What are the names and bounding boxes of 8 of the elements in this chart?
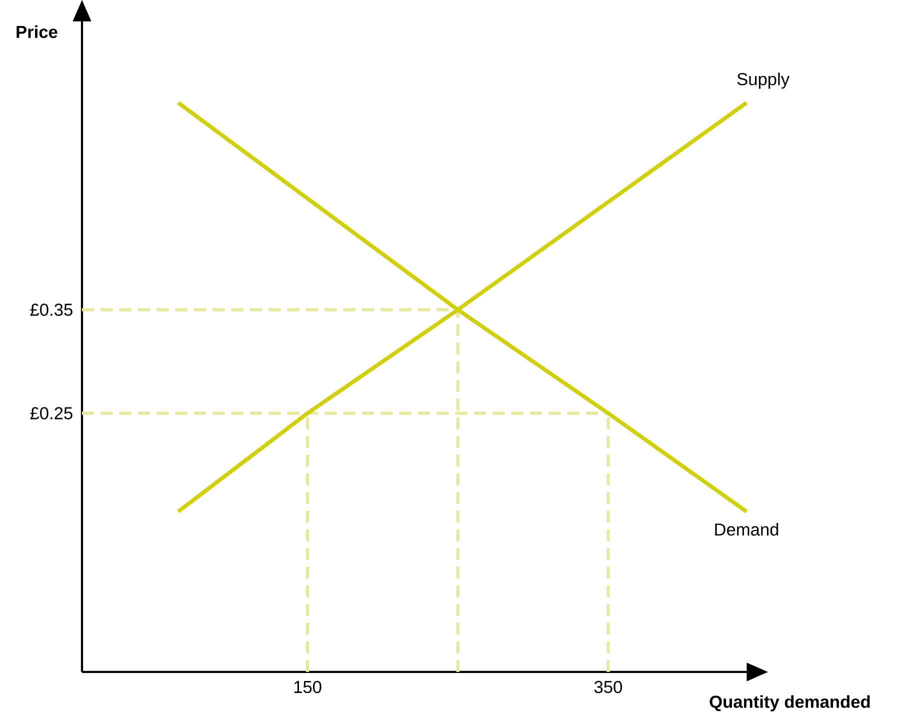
x-tick-label: 350 [594,680,622,694]
x-axis-title: Quantity demanded [710,695,870,712]
series-label: Supply [737,72,790,89]
series-label: Demand [715,522,778,536]
y-axis-title: Price [16,25,58,38]
y-tick-label: £0.25 [30,407,72,420]
x-tick-label: 150 [294,680,322,694]
y-tick-label: £0.35 [30,304,72,316]
